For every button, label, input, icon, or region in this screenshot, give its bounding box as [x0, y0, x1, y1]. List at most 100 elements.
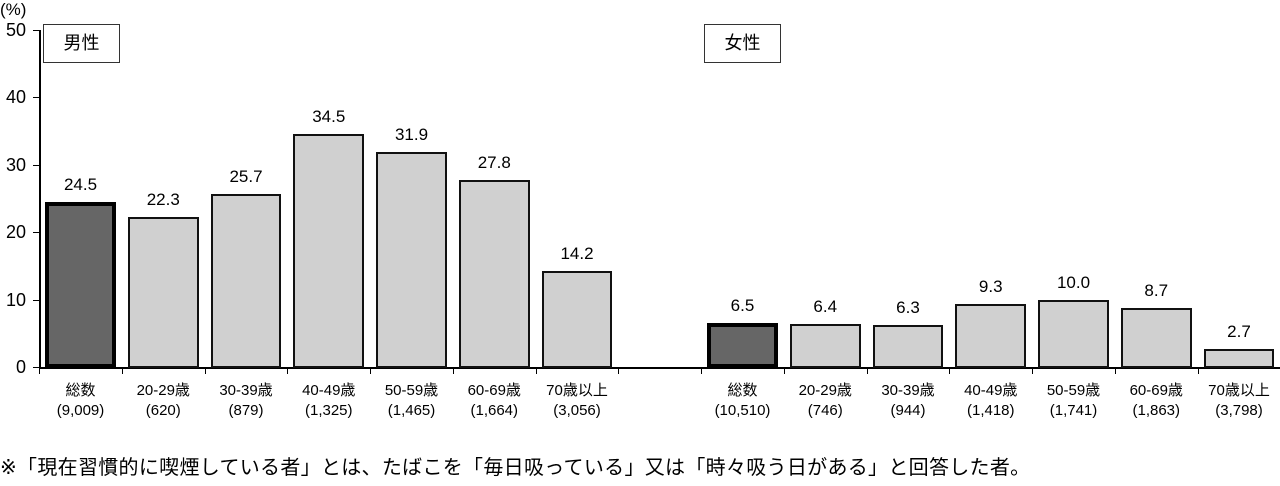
x-tick-mark: [618, 367, 620, 374]
sample-size-label: (746): [807, 402, 843, 419]
category-label: 20-29歳: [798, 382, 852, 399]
y-axis-line: [39, 30, 41, 368]
y-tick-label: 20: [5, 222, 26, 243]
x-category: 40-49歳 (1,325): [287, 381, 370, 421]
category-label: 70歳以上: [1208, 382, 1270, 399]
x-category: 50-59歳 (1,465): [370, 381, 453, 421]
bar: [45, 201, 116, 368]
bar: [1038, 299, 1109, 368]
value-label: 6.4: [813, 296, 838, 316]
sample-size-label: (1,741): [1049, 402, 1098, 419]
y-tick-mark: [33, 367, 40, 368]
bar: [872, 324, 944, 368]
value-label: 6.5: [730, 296, 755, 316]
sample-size-label: (1,325): [304, 402, 353, 419]
x-category: 40-49歳 (1,418): [949, 381, 1032, 421]
value-label: 31.9: [394, 124, 429, 144]
panel-label-female: 女性: [704, 24, 781, 63]
sample-size-label: (1,465): [387, 402, 436, 419]
x-tick-mark: [1114, 367, 1116, 374]
bar: [458, 179, 530, 368]
x-axis-line: [39, 367, 1280, 369]
bar: [955, 304, 1026, 368]
sample-size-label: (3,798): [1215, 402, 1263, 419]
category-label: 40-49歳: [964, 382, 1018, 399]
category-label: 70歳以上: [546, 382, 608, 399]
bar: [707, 323, 778, 368]
y-tick-mark: [33, 299, 40, 301]
y-tick-mark: [33, 30, 40, 31]
sample-size-label: (879): [228, 402, 264, 419]
sample-size-label: (10,510): [714, 402, 771, 419]
value-label: 27.8: [477, 152, 511, 172]
x-category: 総数 (9,009): [39, 381, 122, 421]
category-label: 50-59歳: [1046, 382, 1101, 399]
x-category: 20-29歳 (620): [122, 381, 205, 421]
value-label: 8.7: [1144, 281, 1169, 301]
bar: [210, 193, 282, 368]
bar: [376, 151, 447, 368]
x-category: 50-59歳 (1,741): [1032, 381, 1115, 421]
value-label: 24.5: [63, 174, 98, 194]
x-tick-mark: [287, 367, 289, 374]
value-label: 25.7: [229, 166, 263, 186]
y-tick-mark: [33, 164, 40, 166]
sample-size-label: (620): [145, 402, 181, 419]
bar: [541, 271, 613, 368]
category-label: 40-49歳: [302, 382, 356, 399]
x-category: 20-29歳 (746): [784, 381, 867, 421]
category-label: 30-39歳: [219, 382, 273, 399]
y-tick-label: 30: [5, 154, 26, 175]
y-tick-label: 10: [5, 289, 26, 310]
sample-size-label: (9,009): [56, 402, 105, 419]
y-tick-mark: [33, 232, 40, 234]
category-label: 総数: [727, 382, 758, 399]
x-tick-mark: [452, 367, 454, 374]
x-category: 60-69歳 (1,664): [453, 381, 536, 421]
category-label: 30-39歳: [881, 382, 935, 399]
bar: [293, 134, 364, 368]
x-tick-mark: [204, 367, 206, 374]
value-label: 6.3: [896, 297, 920, 317]
y-axis-unit: (%): [0, 0, 27, 19]
footnote: ※「現在習慣的に喫煙している者」とは、たばこを「毎日吸っている」又は「時々吸う日…: [0, 457, 1031, 479]
x-tick-mark: [1032, 367, 1033, 374]
value-label: 22.3: [146, 189, 180, 209]
bar: [1203, 348, 1275, 368]
y-tick-mark: [33, 97, 40, 99]
x-tick-mark: [1197, 367, 1199, 374]
y-tick-label: 50: [5, 20, 26, 40]
sample-size-label: (1,863): [1132, 402, 1181, 419]
x-tick-mark: [783, 367, 785, 374]
x-category: 30-39歳 (879): [205, 381, 288, 421]
sample-size-label: (1,664): [470, 402, 519, 419]
x-category: 60-69歳 (1,863): [1115, 381, 1198, 421]
value-label: 2.7: [1227, 321, 1251, 341]
x-tick-mark: [701, 367, 702, 374]
x-tick-mark: [370, 367, 371, 374]
sample-size-label: (944): [890, 402, 926, 419]
y-tick-label: 40: [5, 87, 26, 108]
value-label: 34.5: [312, 107, 346, 127]
x-tick-mark: [39, 367, 40, 374]
value-label: 10.0: [1056, 272, 1091, 292]
bar: [1120, 308, 1192, 368]
x-tick-mark: [121, 367, 123, 374]
x-category: 70歳以上 (3,056): [536, 381, 619, 421]
bar: [789, 323, 861, 368]
category-label: 60-69歳: [1129, 382, 1183, 399]
panel-label-male: 男性: [43, 24, 120, 63]
sample-size-label: (3,056): [553, 402, 601, 419]
bar: [127, 216, 199, 368]
category-label: 20-29歳: [136, 382, 190, 399]
value-label: 9.3: [978, 277, 1003, 297]
sample-size-label: (1,418): [966, 402, 1015, 419]
x-tick-mark: [949, 367, 951, 374]
category-label: 総数: [65, 382, 96, 399]
x-tick-mark: [866, 367, 868, 374]
x-tick-mark: [535, 367, 537, 374]
y-tick-label: 0: [15, 357, 26, 377]
value-label: 14.2: [560, 244, 594, 264]
x-category: 30-39歳 (944): [867, 381, 950, 421]
